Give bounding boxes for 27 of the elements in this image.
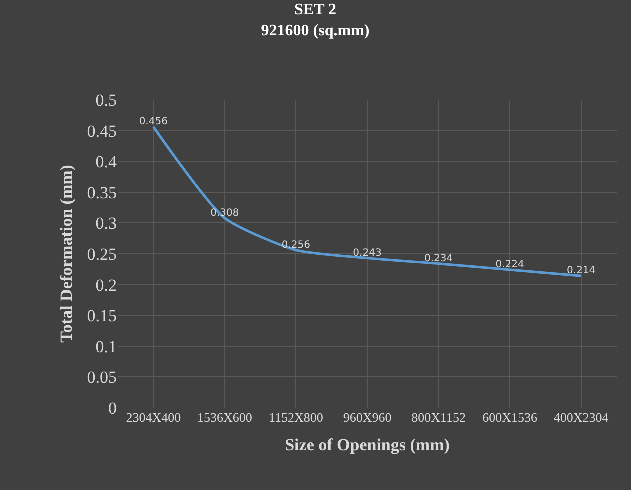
data-label: 0.234 — [424, 253, 454, 264]
data-label: 0.456 — [139, 116, 168, 128]
y-tick-label: 0.25 — [87, 244, 117, 264]
y-tick-label: 0.3 — [96, 214, 117, 234]
y-tick-label: 0.15 — [87, 306, 117, 326]
x-tick-label: 400X2304 — [554, 410, 610, 425]
y-tick-label: 0.5 — [96, 90, 117, 110]
x-tick-label: 600X1536 — [482, 410, 538, 425]
y-tick-label: 0.1 — [96, 337, 117, 356]
chart-title: SET 2 921600 (sq.mm) — [261, 2, 370, 40]
x-tick-label: 2304X400 — [126, 410, 182, 425]
y-tick-label: 0 — [108, 398, 117, 418]
y-tick-label: 0.4 — [96, 152, 118, 172]
y-tick-label: 0.45 — [87, 122, 117, 141]
x-tick-label: 800X1152 — [412, 410, 466, 425]
y-tick-label: 0.35 — [87, 183, 117, 202]
y-tick-label: 0.2 — [96, 276, 117, 295]
data-label: 0.256 — [282, 240, 311, 251]
data-label: 0.224 — [496, 260, 524, 271]
data-label: 0.214 — [567, 266, 596, 277]
data-label: 0.243 — [353, 248, 382, 259]
x-tick-label: 1536X600 — [197, 410, 252, 425]
x-tick-label: 960X960 — [343, 410, 392, 425]
y-axis-title: Total Deformation (mm) — [56, 165, 76, 343]
y-tick-label: 0.05 — [87, 368, 117, 388]
x-tick-label: 1152X800 — [269, 410, 324, 425]
x-axis-title: Size of Openings (mm) — [285, 435, 450, 454]
